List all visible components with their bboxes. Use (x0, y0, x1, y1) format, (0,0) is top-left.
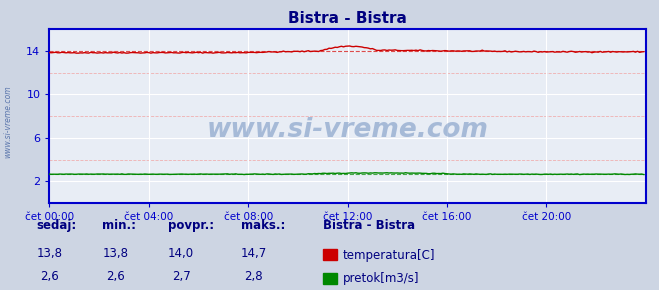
Text: 14,7: 14,7 (241, 247, 267, 260)
Text: 2,6: 2,6 (40, 270, 59, 283)
Text: www.si-vreme.com: www.si-vreme.com (207, 117, 488, 143)
Text: temperatura[C]: temperatura[C] (343, 249, 435, 262)
Text: 13,8: 13,8 (102, 247, 129, 260)
Text: 14,0: 14,0 (168, 247, 194, 260)
Text: povpr.:: povpr.: (168, 219, 214, 232)
Title: Bistra - Bistra: Bistra - Bistra (288, 11, 407, 26)
Text: 2,7: 2,7 (172, 270, 190, 283)
Text: sedaj:: sedaj: (36, 219, 76, 232)
Text: maks.:: maks.: (241, 219, 285, 232)
Text: www.si-vreme.com: www.si-vreme.com (3, 86, 13, 158)
Text: Bistra - Bistra: Bistra - Bistra (323, 219, 415, 232)
Text: min.:: min.: (102, 219, 136, 232)
Text: 2,6: 2,6 (106, 270, 125, 283)
Text: pretok[m3/s]: pretok[m3/s] (343, 273, 419, 285)
Text: 13,8: 13,8 (36, 247, 63, 260)
Text: 2,8: 2,8 (244, 270, 263, 283)
